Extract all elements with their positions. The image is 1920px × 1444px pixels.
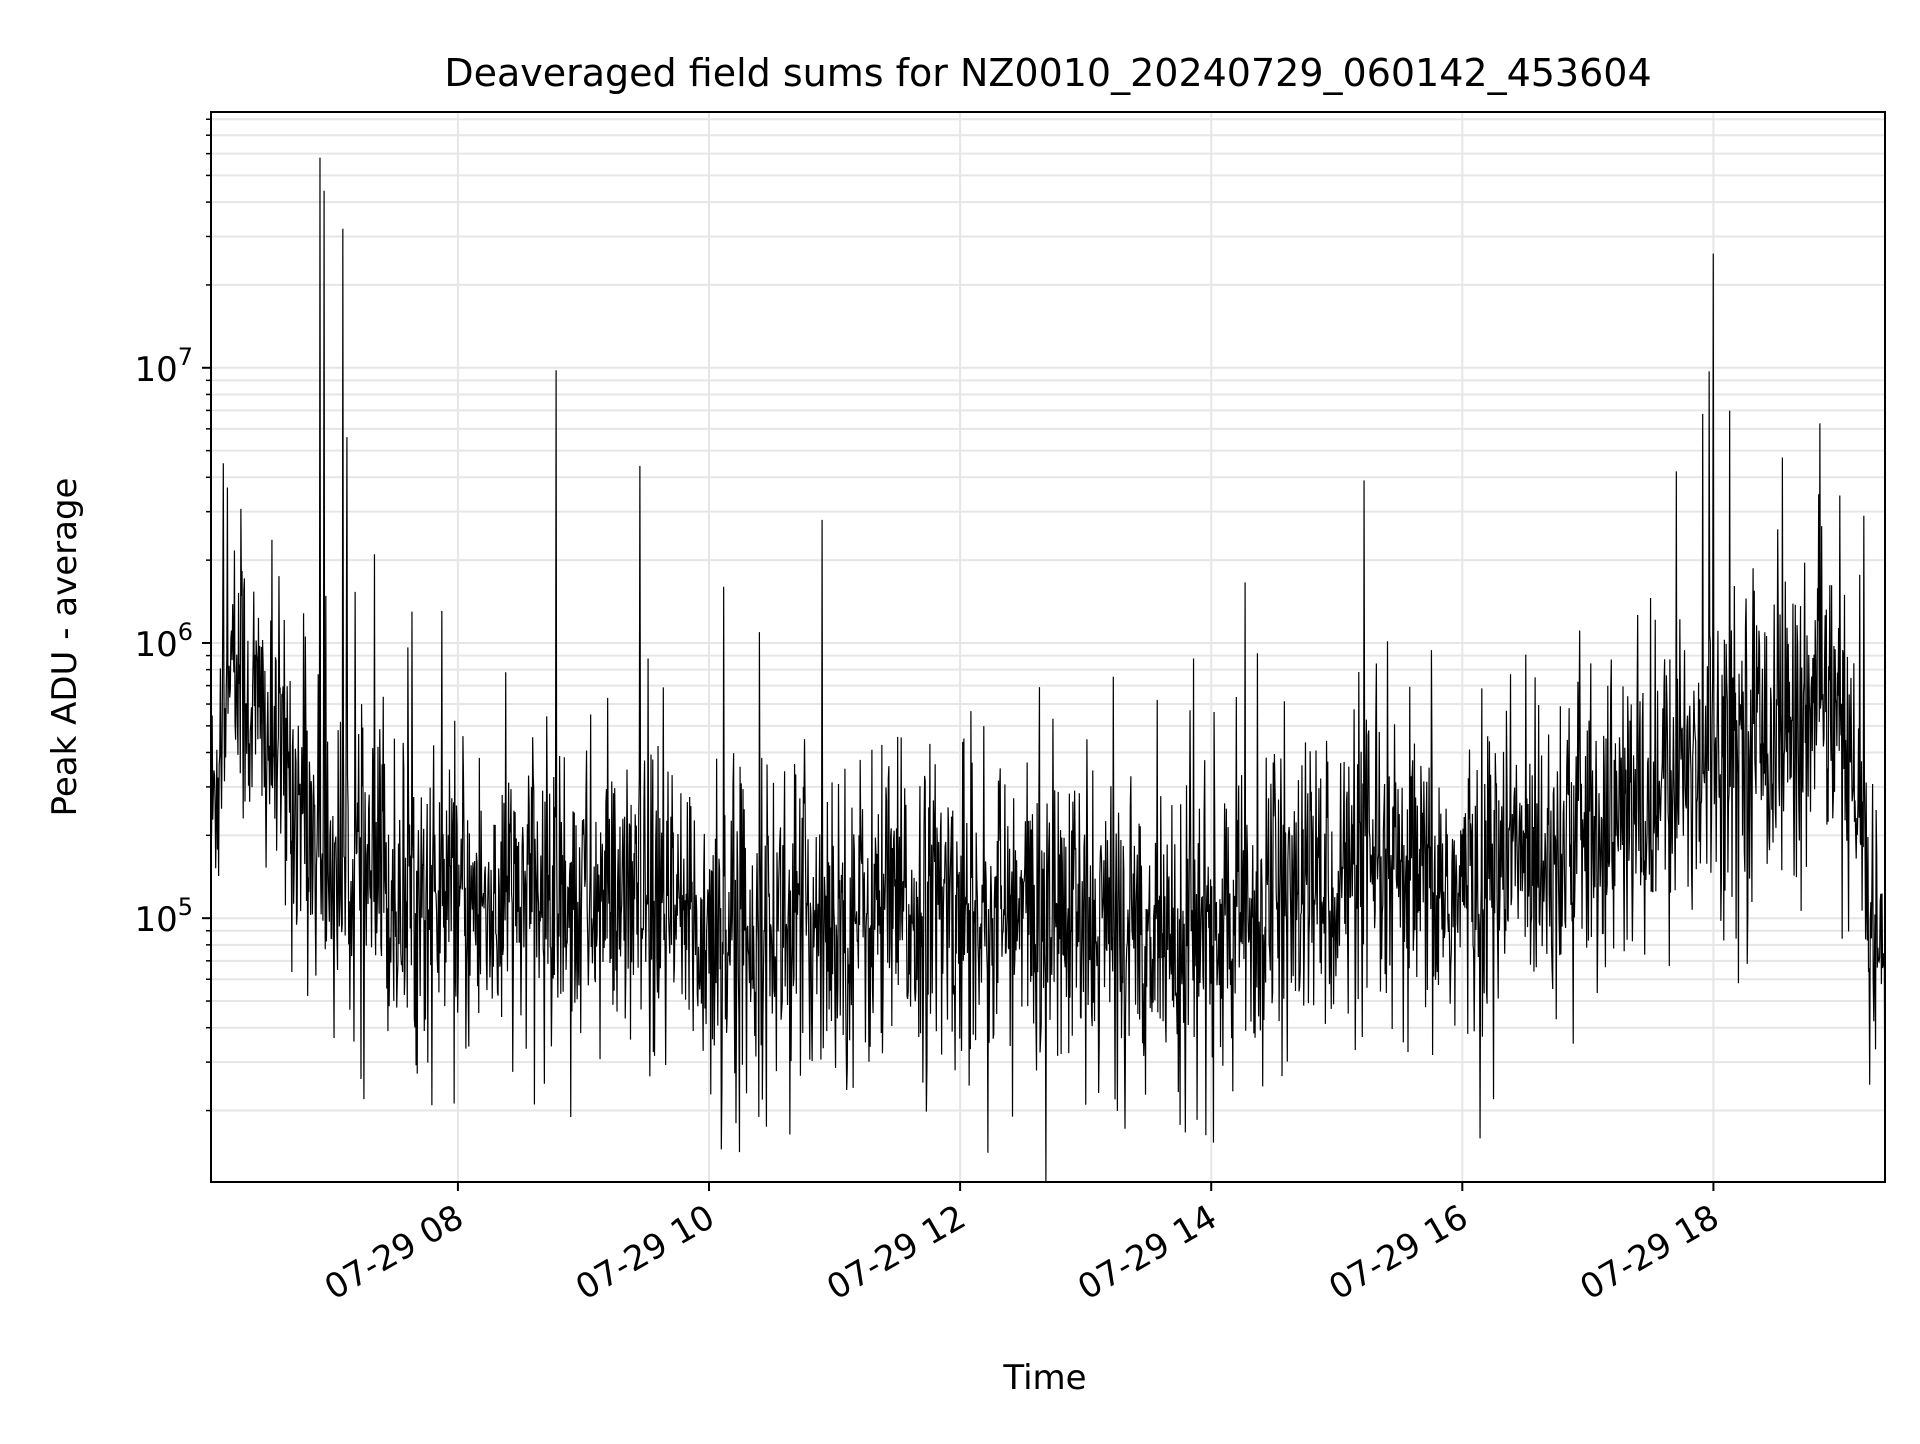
y-axis-label: Peak ADU - average — [45, 478, 85, 817]
data-layer — [210, 157, 1886, 1183]
y-tick-label: 106 — [134, 618, 193, 665]
y-tick-label: 105 — [134, 893, 193, 940]
plot-frame — [210, 111, 1886, 1183]
chart-title: Deaveraged field sums for NZ0010_2024072… — [444, 51, 1651, 95]
series-line — [210, 157, 1886, 1183]
y-tick-label: 107 — [134, 343, 193, 390]
x-axis-label: Time — [1002, 1358, 1086, 1398]
